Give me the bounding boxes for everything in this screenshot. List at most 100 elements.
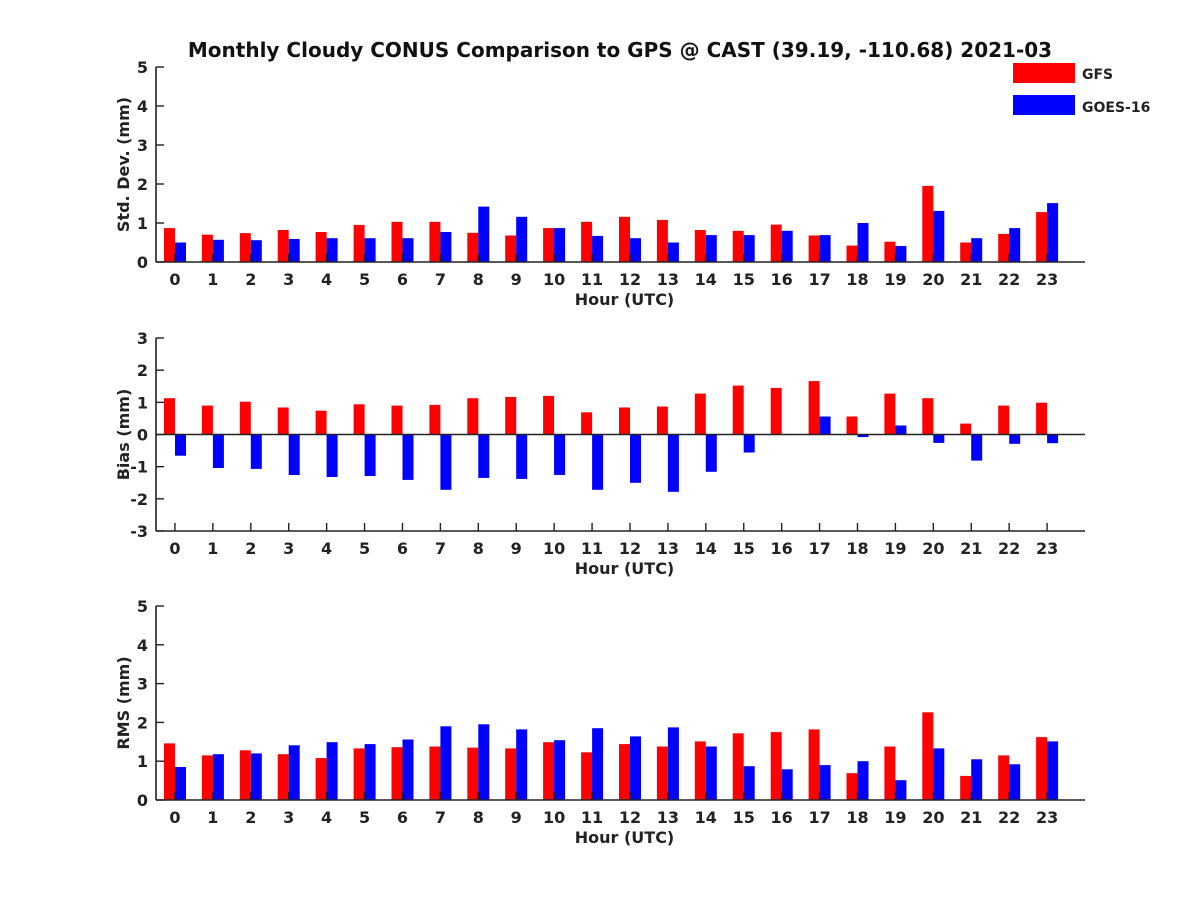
bias-bar-gfs-h5 [353, 404, 365, 435]
std-dev-bar-gfs-h20 [922, 185, 934, 262]
std-dev-bar-goes16-h1 [212, 239, 224, 262]
bias-bar-goes16-h11 [592, 434, 604, 490]
std-dev-bar-gfs-h14 [694, 230, 706, 262]
bias-bar-goes16-h12 [630, 434, 641, 483]
rms-x-tick-label: 4 [321, 808, 332, 827]
bias-y-tick-label: 0 [137, 426, 148, 445]
rms-x-tick-label: 17 [808, 808, 830, 827]
std-dev-x-tick-label: 23 [1036, 270, 1058, 289]
std-dev-x-tick-label: 2 [245, 270, 256, 289]
std-dev-x-axis-label: Hour (UTC) [575, 290, 675, 309]
bias-bar-gfs-h16 [770, 387, 782, 435]
std-dev-bar-goes16-h13 [667, 242, 679, 262]
std-dev-y-tick-label: 0 [137, 253, 148, 272]
bias-x-tick-label: 13 [657, 539, 679, 558]
rms-bar-gfs-h6 [391, 747, 403, 800]
std-dev-bar-gfs-h13 [656, 219, 668, 262]
rms-bar-goes16-h6 [402, 739, 414, 800]
std-dev-x-tick-label: 11 [581, 270, 603, 289]
bias-bar-gfs-h3 [277, 407, 289, 435]
rms-x-tick-label: 16 [771, 808, 793, 827]
rms-x-tick-label: 15 [733, 808, 755, 827]
rms-bar-gfs-h15 [732, 733, 744, 800]
std-dev-bar-gfs-h16 [770, 224, 782, 262]
rms-x-tick-label: 6 [397, 808, 408, 827]
std-dev-x-tick-label: 3 [283, 270, 294, 289]
rms-y-tick-label: 1 [137, 752, 148, 771]
bias-bar-goes16-h4 [326, 434, 338, 477]
std-dev-x-tick-label: 16 [771, 270, 793, 289]
bias-bar-goes16-h17 [819, 416, 831, 435]
bias-x-tick-label: 19 [884, 539, 906, 558]
rms-bar-gfs-h9 [505, 748, 517, 800]
rms-bar-goes16-h4 [326, 742, 338, 800]
std-dev-bar-goes16-h5 [364, 238, 376, 262]
bias-x-tick-label: 18 [846, 539, 868, 558]
std-dev-bar-goes16-h23 [1047, 203, 1059, 262]
std-dev-x-tick-label: 12 [619, 270, 641, 289]
std-dev-x-tick-label: 8 [473, 270, 484, 289]
std-dev-x-tick-label: 17 [808, 270, 830, 289]
rms-x-tick-label: 7 [435, 808, 446, 827]
bias-bar-gfs-h2 [239, 401, 251, 435]
rms-bar-gfs-h16 [770, 732, 782, 800]
rms-bar-goes16-h3 [288, 745, 300, 800]
rms-bar-goes16-h14 [705, 746, 717, 800]
rms-x-tick-label: 13 [657, 808, 679, 827]
rms-x-axis-label: Hour (UTC) [575, 828, 675, 847]
bias-bar-gfs-h4 [315, 410, 327, 435]
bias-bar-goes16-h22 [1009, 434, 1021, 444]
bias-x-tick-label: 15 [733, 539, 755, 558]
rms-x-tick-label: 5 [359, 808, 370, 827]
bias-bar-goes16-h1 [212, 434, 224, 468]
std-dev-y-axis-label: Std. Dev. (mm) [114, 97, 133, 232]
bias-bar-goes16-h10 [554, 434, 566, 475]
bias-x-tick-label: 17 [808, 539, 830, 558]
rms-bar-gfs-h5 [353, 748, 365, 800]
std-dev-y-tick-label: 2 [137, 175, 148, 194]
std-dev-bar-gfs-h18 [846, 245, 858, 262]
rms-x-tick-label: 2 [245, 808, 256, 827]
std-dev-x-tick-label: 6 [397, 270, 408, 289]
bias-bar-gfs-h20 [922, 398, 934, 435]
rms-x-tick-label: 8 [473, 808, 484, 827]
std-dev-x-tick-label: 19 [884, 270, 906, 289]
bias-bar-goes16-h19 [895, 425, 907, 435]
std-dev-bar-goes16-h17 [819, 235, 831, 262]
rms-x-tick-label: 9 [511, 808, 522, 827]
rms-bar-gfs-h0 [164, 743, 175, 800]
bias-bar-goes16-h18 [857, 434, 869, 438]
rms-bar-goes16-h19 [895, 780, 907, 800]
bias-bar-gfs-h8 [467, 398, 479, 435]
bias-y-tick-label: -3 [130, 522, 148, 541]
std-dev-bar-gfs-h3 [277, 230, 289, 262]
bias-y-tick-label: 3 [137, 329, 148, 348]
bias-x-tick-label: 8 [473, 539, 484, 558]
rms-bar-gfs-h19 [884, 746, 896, 800]
std-dev-bar-gfs-h11 [581, 221, 593, 262]
bias-bar-gfs-h15 [732, 385, 744, 435]
std-dev-bar-goes16-h16 [781, 230, 793, 262]
bias-y-tick-label: -1 [130, 458, 148, 477]
bias-bar-goes16-h2 [250, 434, 262, 469]
bias-bar-goes16-h14 [705, 434, 717, 472]
legend-label-gfs: GFS [1082, 67, 1113, 83]
bias-x-tick-label: 20 [922, 539, 944, 558]
std-dev-x-tick-label: 1 [207, 270, 218, 289]
std-dev-bar-gfs-h10 [543, 228, 555, 262]
bias-bar-gfs-h1 [201, 405, 213, 435]
std-dev-bar-goes16-h0 [175, 242, 186, 262]
bias-bar-goes16-h21 [971, 434, 983, 461]
rms-bar-gfs-h4 [315, 758, 327, 800]
std-dev-bar-gfs-h23 [1036, 212, 1048, 262]
bias-bar-goes16-h23 [1047, 434, 1059, 444]
std-dev-bar-gfs-h5 [353, 224, 365, 262]
std-dev-x-tick-label: 18 [846, 270, 868, 289]
std-dev-bar-gfs-h19 [884, 241, 896, 262]
bias-bar-goes16-h13 [667, 434, 679, 492]
rms-x-tick-label: 12 [619, 808, 641, 827]
